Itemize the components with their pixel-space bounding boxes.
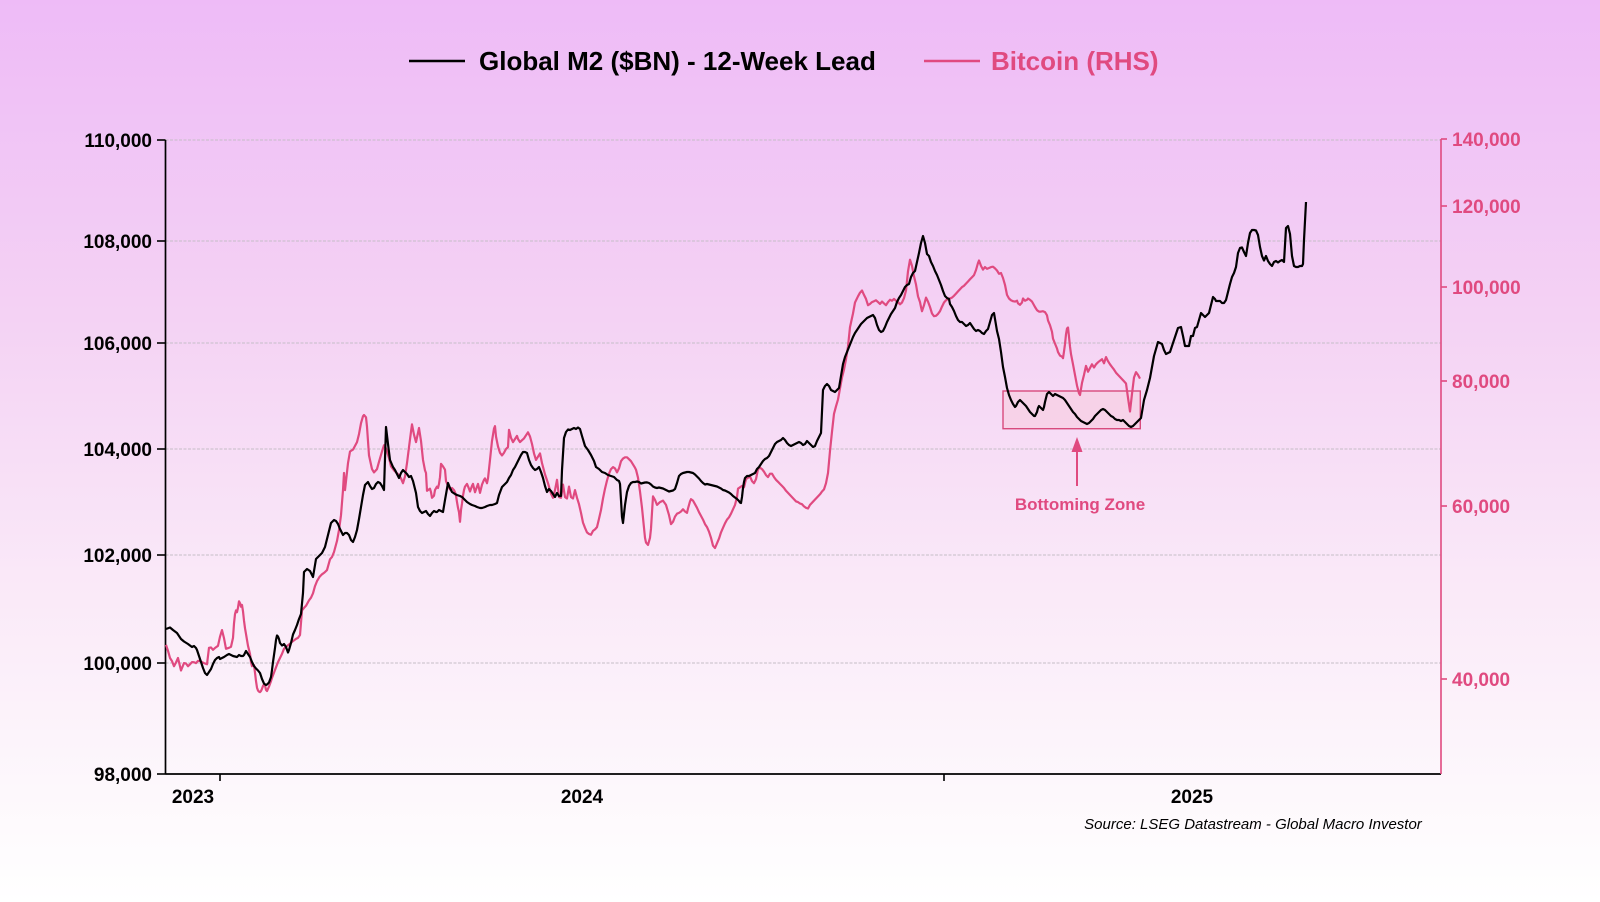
svg-text:108,000: 108,000 <box>83 232 152 253</box>
svg-text:2023: 2023 <box>172 787 214 808</box>
svg-text:100,000: 100,000 <box>1452 278 1521 299</box>
svg-text:120,000: 120,000 <box>1452 197 1521 218</box>
svg-text:60,000: 60,000 <box>1452 497 1510 518</box>
svg-text:100,000: 100,000 <box>83 654 152 675</box>
svg-text:102,000: 102,000 <box>83 546 152 567</box>
svg-text:80,000: 80,000 <box>1452 372 1510 393</box>
svg-text:106,000: 106,000 <box>83 334 152 355</box>
svg-text:98,000: 98,000 <box>94 765 152 786</box>
svg-text:104,000: 104,000 <box>83 440 152 461</box>
svg-text:Source: LSEG Datastream - Glob: Source: LSEG Datastream - Global Macro I… <box>1084 816 1423 833</box>
svg-text:Global M2 ($BN) - 12-Week Lead: Global M2 ($BN) - 12-Week Lead <box>479 46 876 76</box>
svg-text:Bitcoin (RHS): Bitcoin (RHS) <box>991 46 1159 76</box>
svg-text:140,000: 140,000 <box>1452 130 1521 151</box>
svg-text:Bottoming Zone: Bottoming Zone <box>1015 495 1145 514</box>
svg-text:2024: 2024 <box>561 787 604 808</box>
svg-text:2025: 2025 <box>1171 787 1214 808</box>
svg-text:40,000: 40,000 <box>1452 670 1510 691</box>
svg-text:110,000: 110,000 <box>84 131 152 152</box>
